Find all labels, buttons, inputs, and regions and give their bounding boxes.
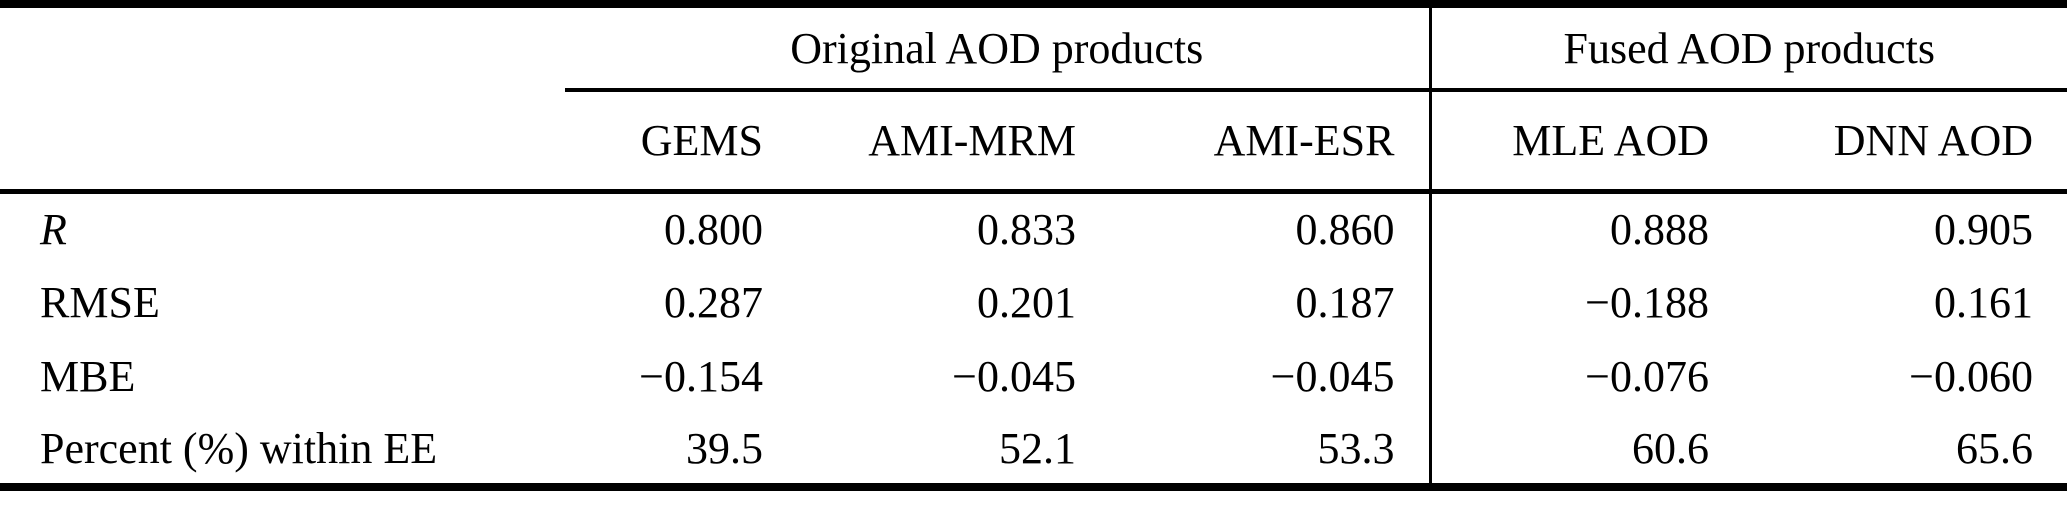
cell-r-ami-mrm: 0.833: [977, 204, 1076, 254]
cell-r-mle-aod: 0.888: [1428, 191, 1743, 265]
cell-rmse-ami-mrm: 0.201: [977, 277, 1076, 327]
group-header-row: Original AOD products Fused AOD products: [0, 4, 2067, 92]
row-label-rmse: RMSE: [40, 277, 160, 327]
column-header-ami-mrm: AMI-MRM: [797, 90, 1110, 194]
cell-percent-dnn-aod: 65.6: [1956, 423, 2033, 473]
table-row-rmse: RMSE 0.287 0.201 0.187 −0.188 0.161: [0, 265, 2067, 339]
cell-mbe-gems: −0.154: [639, 351, 763, 401]
cell-percent-ami-esr: 53.3: [1317, 423, 1395, 473]
column-header-dnn-aod: DNN AOD: [1743, 90, 2067, 194]
corner-cell: [0, 90, 565, 194]
cell-r-gems: 0.800: [664, 204, 763, 254]
cell-r-ami-esr: 0.860: [1295, 204, 1395, 254]
column-header-gems: GEMS: [565, 90, 797, 194]
column-header-row: GEMS AMI-MRM AMI-ESR MLE AOD DNN AOD: [0, 90, 2067, 194]
corner-cell: [0, 4, 565, 90]
column-header-mle-aod: MLE AOD: [1428, 90, 1743, 194]
cell-rmse-dnn-aod: 0.161: [1934, 277, 2033, 327]
table-row-r: R 0.800 0.833 0.860 0.888 0.905: [0, 191, 2067, 265]
cell-r-dnn-aod: 0.905: [1934, 204, 2033, 254]
cell-mbe-ami-esr: −0.045: [1270, 351, 1395, 401]
cell-mbe-dnn-aod: −0.060: [1909, 351, 2033, 401]
results-table: Original AOD products Fused AOD products…: [0, 0, 2067, 491]
group-header-fused: Fused AOD products: [1428, 4, 2067, 92]
cell-percent-ami-mrm: 52.1: [999, 423, 1076, 473]
cell-rmse-ami-esr: 0.187: [1295, 277, 1395, 327]
row-label-r: R: [40, 204, 67, 254]
cell-percent-mle-aod: 60.6: [1428, 413, 1743, 487]
row-label-mbe: MBE: [40, 351, 136, 401]
cell-mbe-mle-aod: −0.076: [1428, 339, 1743, 413]
cell-percent-gems: 39.5: [686, 423, 763, 473]
cell-rmse-mle-aod: −0.188: [1428, 265, 1743, 339]
cell-mbe-ami-mrm: −0.045: [952, 351, 1076, 401]
row-label-percent-ee: Percent (%) within EE: [40, 423, 438, 473]
table-row-mbe: MBE −0.154 −0.045 −0.045 −0.076 −0.060: [0, 339, 2067, 413]
column-header-ami-esr: AMI-ESR: [1110, 90, 1430, 194]
cell-rmse-gems: 0.287: [664, 277, 763, 327]
table-row-percent-ee: Percent (%) within EE 39.5 52.1 53.3 60.…: [0, 413, 2067, 487]
group-header-original: Original AOD products: [565, 4, 1430, 92]
